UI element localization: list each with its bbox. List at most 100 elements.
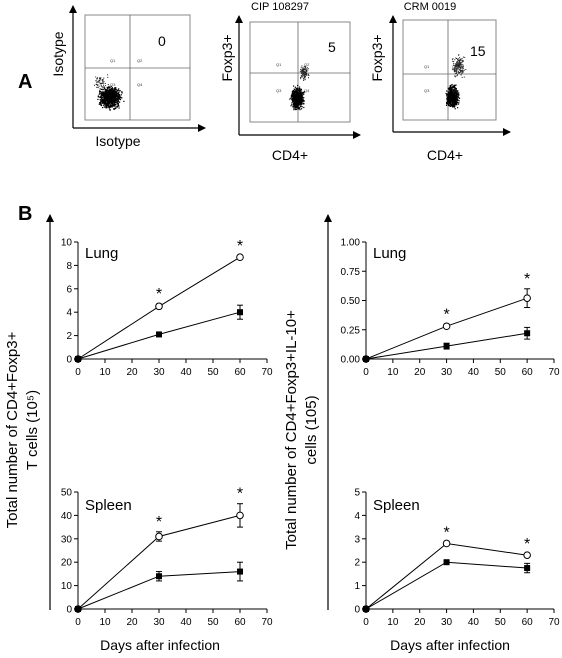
flow-event-dot <box>300 90 302 92</box>
flow-event-dot <box>307 70 309 72</box>
flow-event-dot <box>105 103 107 105</box>
flow-event-dot <box>298 104 300 106</box>
flow-event-dot <box>101 79 103 81</box>
flow-event-dot <box>453 104 456 106</box>
flow-event-dot <box>306 74 308 76</box>
flow-event-dot <box>106 103 108 105</box>
flow-event-dot <box>298 101 300 104</box>
flow-event-dot <box>121 92 123 94</box>
flow-event-dot <box>300 67 302 69</box>
flow-event-dot <box>113 88 115 90</box>
flow-event-dot <box>114 92 116 94</box>
flow-event-dot <box>109 97 112 99</box>
flow-event-dot <box>446 103 448 105</box>
data-point-open-circle <box>236 511 244 520</box>
flow-event-dot <box>307 68 309 70</box>
flow-event-dot <box>302 96 304 98</box>
flow-event-dot <box>108 91 110 93</box>
flow-event-dot <box>102 102 104 105</box>
flow-event-dot <box>107 91 109 94</box>
flow-event-dot <box>295 96 297 98</box>
flow-event-dot <box>292 90 294 92</box>
flow-event-dot <box>297 97 299 100</box>
flow-event-dot <box>450 105 452 107</box>
flow-event-dot <box>97 81 99 83</box>
flow-event-dot <box>100 95 102 97</box>
flow-2-value: 5 <box>328 39 336 55</box>
flow-event-dot <box>460 66 462 68</box>
flow-event-dot <box>103 96 105 98</box>
flow-event-dot <box>114 96 116 98</box>
flow-event-dot <box>110 96 112 99</box>
flow-event-dot <box>109 88 111 90</box>
data-point-filled-square <box>75 606 81 612</box>
flow-event-dot <box>294 86 296 88</box>
flow-event-dot <box>462 70 464 72</box>
flow-event-dot <box>115 88 117 90</box>
flow-event-dot <box>295 101 297 103</box>
flow-event-dot <box>111 94 113 96</box>
flow-event-dot <box>452 87 454 89</box>
flow-event-dot <box>299 97 301 99</box>
data-point-filled-square <box>156 331 162 338</box>
flow-event-dot <box>301 71 303 73</box>
y-tick-label: 6 <box>66 284 72 295</box>
x-tick-label: 0 <box>75 367 81 378</box>
flow-event-dot <box>462 60 464 62</box>
plot-title: Spleen <box>373 497 420 514</box>
x-tick-label: 50 <box>207 367 219 378</box>
flow-3-title: CRM 0019 <box>404 1 457 13</box>
data-point-filled-square <box>363 606 369 612</box>
flow-1-q1: Q1 <box>110 58 116 63</box>
flow-event-dot <box>117 97 119 99</box>
flow-event-dot <box>453 99 455 101</box>
flow-event-dot <box>104 102 106 104</box>
flow-event-dot <box>105 97 107 99</box>
flow-event-dot <box>452 58 454 60</box>
flow-event-dot <box>453 68 455 70</box>
flow-event-dot <box>115 99 117 101</box>
flow-event-dot <box>458 63 460 65</box>
x-tick-label: 20 <box>126 367 138 378</box>
flow-event-dot <box>97 77 99 79</box>
flow-event-dot <box>454 105 456 107</box>
flow-event-dot <box>446 90 448 92</box>
flow-event-dot <box>459 62 461 64</box>
flow-2-q2: Q2 <box>304 62 310 67</box>
flow-event-dot <box>290 95 292 97</box>
flow-event-dot <box>111 97 113 99</box>
flow-event-dot <box>451 105 453 107</box>
flow-event-dot <box>458 66 460 68</box>
flow-event-dot <box>104 106 106 108</box>
flow-event-dot <box>118 88 120 90</box>
flow-event-dot <box>102 80 104 82</box>
flow-event-dot <box>295 88 298 90</box>
flow-event-dot <box>450 95 452 97</box>
flow-event-dot <box>296 95 298 97</box>
flow-3-q2: Q2 <box>452 64 458 69</box>
flow-event-dot <box>464 56 466 58</box>
flow-event-dot <box>456 63 458 65</box>
flow-event-dot <box>113 99 115 101</box>
flow-event-dot <box>108 93 110 95</box>
flow-event-dot <box>112 89 114 91</box>
flow-event-dot <box>111 104 113 106</box>
flow-event-dot <box>99 102 101 104</box>
panel-a-letter: A <box>18 71 32 93</box>
y-tick-label: 30 <box>61 534 73 545</box>
flow-event-dot <box>119 90 121 92</box>
flow-event-dot <box>456 101 458 103</box>
flow-event-dot <box>303 79 305 81</box>
flow-event-dot <box>453 64 455 66</box>
flow-event-dot <box>100 85 102 86</box>
flow-event-dot <box>114 102 116 104</box>
x-tick-label: 50 <box>207 617 219 628</box>
flow-event-dot <box>445 92 447 95</box>
flow-event-dot <box>102 107 104 109</box>
flow-event-dot <box>457 66 459 68</box>
flow-event-dot <box>462 66 464 67</box>
flow-event-dot <box>449 92 451 94</box>
flow-event-dot <box>452 104 454 106</box>
flow-event-dot <box>99 101 102 103</box>
flow-event-dot <box>108 86 110 88</box>
